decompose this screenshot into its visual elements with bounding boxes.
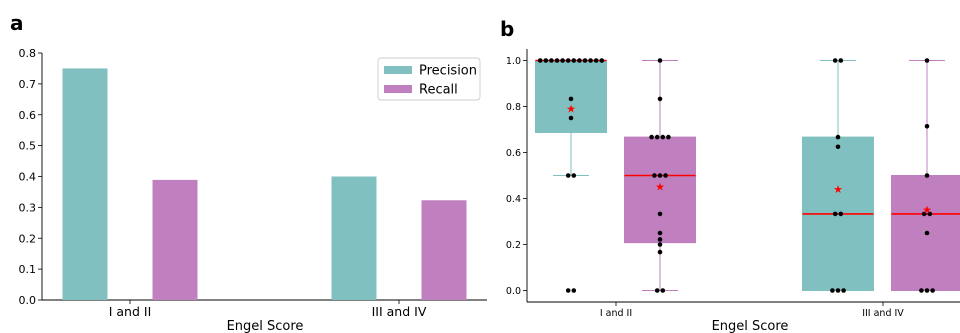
data-point bbox=[832, 58, 838, 63]
legend-swatch-recall bbox=[384, 85, 412, 93]
data-point bbox=[549, 58, 554, 63]
data-point bbox=[543, 58, 549, 63]
data-point bbox=[652, 173, 657, 178]
panel-a-y-tick-label: 0.6 bbox=[19, 109, 37, 122]
data-point bbox=[599, 58, 605, 63]
data-point bbox=[657, 242, 663, 247]
data-point bbox=[588, 58, 593, 63]
panel-a-y-tick-label: 0.1 bbox=[19, 263, 37, 276]
data-point bbox=[657, 173, 663, 178]
panel-b-x-tick-label: III and IV bbox=[862, 308, 904, 319]
bar-recall-2 bbox=[421, 200, 467, 300]
data-point bbox=[657, 96, 663, 102]
data-point bbox=[565, 58, 571, 63]
panel-b-x-axis-label: Engel Score bbox=[712, 319, 789, 333]
box-precision-1: ★ bbox=[535, 58, 607, 293]
data-point bbox=[930, 288, 935, 293]
bar-recall-1 bbox=[152, 179, 198, 300]
panel-a-y-tick-label: 0.4 bbox=[19, 171, 37, 184]
panel-b-y-tick-label: 1.0 bbox=[506, 56, 521, 67]
legend-label-precision: Precision bbox=[419, 64, 477, 79]
mean-marker: ★ bbox=[833, 183, 843, 196]
data-point bbox=[660, 134, 666, 140]
data-point bbox=[657, 230, 663, 236]
data-point bbox=[841, 288, 846, 293]
panel-a-x-tick-label: III and IV bbox=[372, 304, 427, 319]
data-point bbox=[565, 288, 571, 293]
data-point bbox=[924, 173, 930, 178]
data-point bbox=[577, 58, 582, 63]
panel-b-y-tick-label: 0.4 bbox=[506, 194, 521, 205]
data-point bbox=[838, 211, 844, 217]
box-body bbox=[535, 60, 607, 133]
data-point bbox=[649, 134, 654, 140]
panel-a-y-tick-label: 0.3 bbox=[19, 201, 37, 214]
data-point bbox=[582, 58, 588, 63]
mean-marker: ★ bbox=[566, 102, 576, 115]
box-precision-2: ★ bbox=[802, 58, 874, 293]
mean-marker: ★ bbox=[655, 181, 665, 194]
legend-label-recall: Recall bbox=[419, 83, 458, 98]
data-point bbox=[660, 288, 666, 293]
data-point bbox=[657, 237, 663, 242]
data-point bbox=[927, 211, 933, 217]
panel-b-y-tick-label: 0.0 bbox=[506, 286, 521, 297]
data-point bbox=[657, 249, 663, 255]
data-point bbox=[663, 173, 668, 178]
panel-a-y-tick-label: 0.2 bbox=[19, 232, 37, 245]
panel-b-y-tick-label: 0.6 bbox=[506, 148, 521, 159]
data-point bbox=[835, 288, 841, 293]
panel-a-x-tick-label: I and II bbox=[109, 304, 152, 319]
data-point bbox=[568, 96, 574, 102]
box-body bbox=[624, 136, 696, 244]
panel-a-x-axis-label: Engel Score bbox=[227, 319, 304, 333]
legend-swatch-precision bbox=[384, 66, 412, 74]
data-point bbox=[560, 58, 565, 63]
panel-b-y-tick-label: 0.2 bbox=[506, 240, 521, 251]
data-point bbox=[924, 288, 930, 293]
data-point bbox=[924, 58, 930, 63]
data-point bbox=[832, 211, 838, 217]
panel-a-letter: a bbox=[10, 11, 24, 35]
data-point bbox=[921, 211, 927, 217]
mean-marker: ★ bbox=[922, 204, 932, 217]
data-point bbox=[924, 123, 930, 129]
bar-precision-2 bbox=[331, 176, 377, 300]
panel-a-y-tick-label: 0.0 bbox=[19, 294, 37, 307]
data-point bbox=[537, 58, 543, 63]
panel-a-y-tick-label: 0.7 bbox=[19, 78, 37, 91]
data-point bbox=[554, 58, 560, 63]
data-point bbox=[571, 288, 577, 293]
data-point bbox=[568, 115, 574, 121]
panel-b-y-tick-label: 0.8 bbox=[506, 102, 521, 113]
data-point bbox=[835, 134, 841, 140]
panel-b-letter: b bbox=[500, 17, 514, 41]
data-point bbox=[593, 58, 599, 63]
panel-a-y-tick-label: 0.8 bbox=[19, 47, 37, 60]
box-recall-1: ★ bbox=[624, 58, 696, 293]
data-point bbox=[657, 58, 663, 63]
data-point bbox=[571, 58, 577, 63]
data-point bbox=[838, 58, 844, 63]
data-point bbox=[654, 288, 660, 293]
data-point bbox=[654, 134, 660, 140]
data-point bbox=[924, 230, 930, 236]
data-point bbox=[565, 173, 571, 178]
panel-b-box-plot: 0.0 0.2 0.4 0.6 0.8 1.0 I and II III and IV ★ ★ ★ ★ bbox=[506, 49, 960, 319]
bar-precision-1 bbox=[62, 68, 108, 300]
panel-b-x-tick-label: I and II bbox=[600, 308, 632, 319]
data-point bbox=[919, 288, 924, 293]
data-point bbox=[830, 288, 835, 293]
panel-a-y-tick-label: 0.5 bbox=[19, 140, 37, 153]
data-point bbox=[571, 173, 577, 178]
data-point bbox=[657, 211, 663, 217]
panel-a-bar-chart: 0.0 0.1 0.2 0.3 0.4 0.5 0.6 0.7 0.8 I and II III a… bbox=[19, 47, 487, 319]
data-point bbox=[666, 134, 671, 140]
box-recall-2: ★ bbox=[891, 58, 960, 293]
data-point bbox=[835, 144, 841, 150]
